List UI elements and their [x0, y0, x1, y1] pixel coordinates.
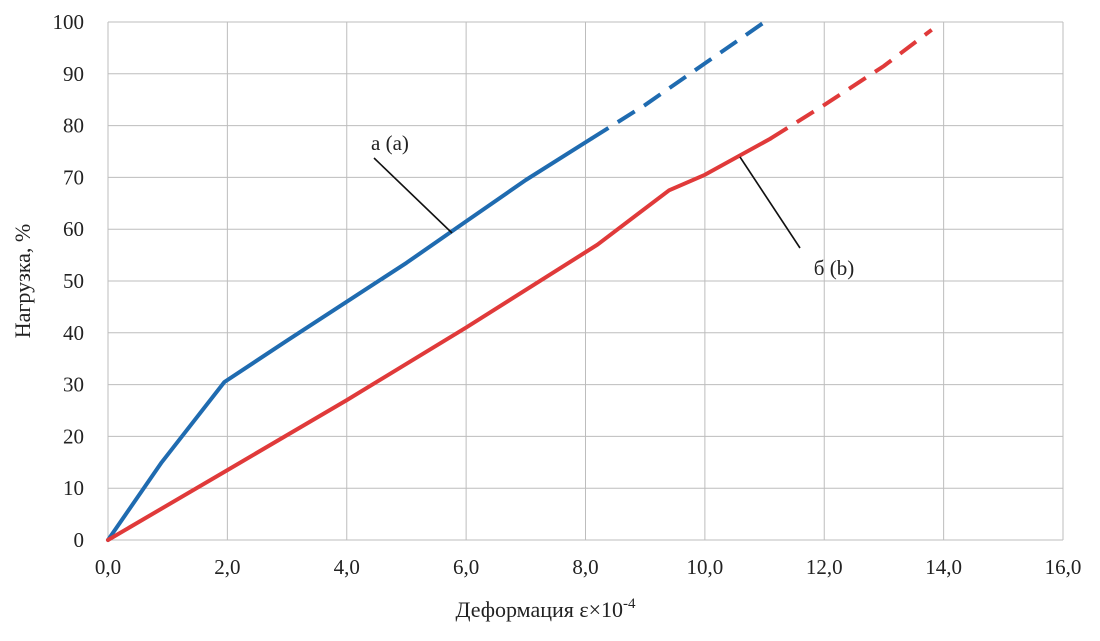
y-tick-label: 60 — [63, 217, 84, 241]
y-tick-label: 50 — [63, 269, 84, 293]
y-tick-label: 10 — [63, 476, 84, 500]
x-tick-label: 2,0 — [214, 555, 240, 579]
x-tick-label: 4,0 — [334, 555, 360, 579]
y-tick-label: 30 — [63, 373, 84, 397]
y-tick-label: 100 — [53, 10, 85, 34]
annotation-label-a: а (a) — [371, 131, 409, 155]
series-1-solid-line — [106, 136, 773, 542]
annotation-leader-b — [739, 156, 801, 249]
series-0-dashed-line — [590, 20, 766, 141]
series-1-dashed-line — [769, 28, 933, 141]
x-tick-label: 0,0 — [95, 555, 121, 579]
y-tick-label: 20 — [63, 424, 84, 448]
annotation-leader-a — [373, 157, 453, 234]
y-tick-label: 70 — [63, 165, 84, 189]
y-tick-label: 0 — [74, 528, 85, 552]
x-tick-label: 12,0 — [806, 555, 843, 579]
y-tick-label: 80 — [63, 114, 84, 138]
x-tick-label: 14,0 — [925, 555, 962, 579]
series-0-solid-line — [106, 136, 594, 542]
y-axis-title: Нагрузка, % — [10, 224, 35, 339]
x-axis-title: Деформация ε×10-4 — [455, 596, 636, 622]
x-tick-label: 10,0 — [687, 555, 724, 579]
annotation-label-b: б (b) — [814, 256, 854, 280]
x-tick-label: 16,0 — [1045, 555, 1082, 579]
y-tick-label: 40 — [63, 321, 84, 345]
y-tick-label: 90 — [63, 62, 84, 86]
x-tick-label: 6,0 — [453, 555, 479, 579]
x-axis-title-exponent: -4 — [623, 596, 636, 612]
x-tick-label: 8,0 — [572, 555, 598, 579]
